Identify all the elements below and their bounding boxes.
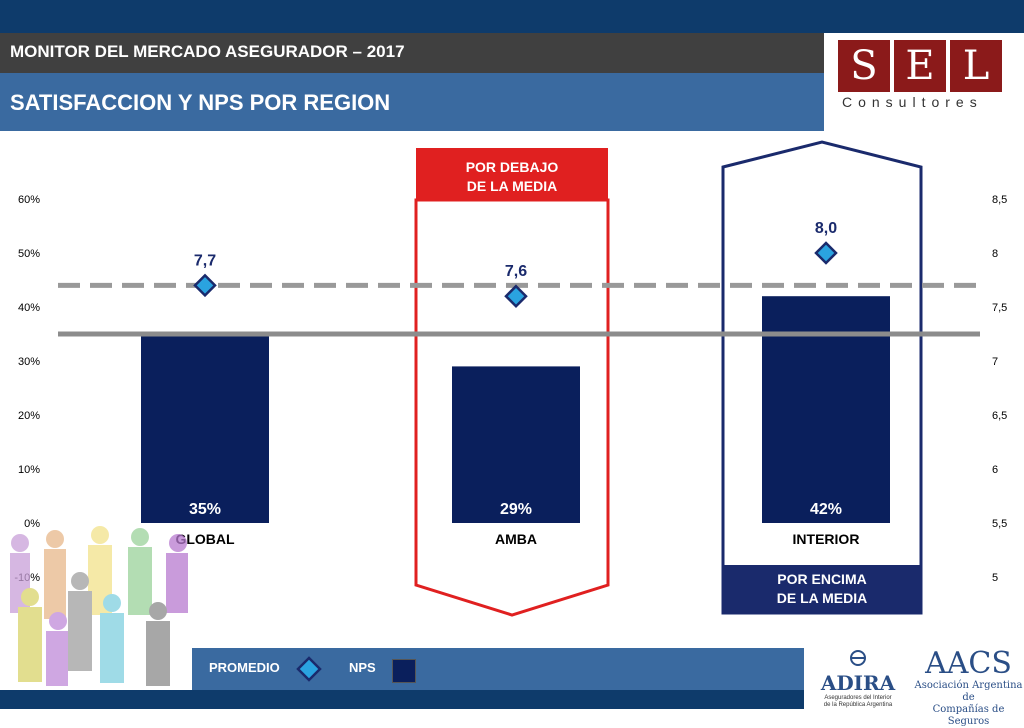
right-axis-tick-label: 8 <box>992 248 998 260</box>
above-callout-line2: DE LA MEDIA <box>777 590 867 606</box>
legend-promedio-label: PROMEDIO <box>209 660 280 675</box>
promedio-value-label: 8,0 <box>815 220 837 237</box>
people-illustration <box>0 525 192 690</box>
adira-tag-line1: Aseguradores del Interior <box>824 695 892 701</box>
page-title: SATISFACCION Y NPS POR REGION <box>10 90 391 115</box>
category-label: INTERIOR <box>793 531 860 547</box>
logo-letter: S <box>838 40 890 92</box>
promedio-value-label: 7,6 <box>505 263 527 280</box>
right-axis-tick-label: 6,5 <box>992 410 1007 422</box>
logo-letter: E <box>894 40 946 92</box>
title-band: SATISFACCION Y NPS POR REGION <box>0 73 824 131</box>
legend-bar <box>192 648 804 690</box>
below-callout-line2: DE LA MEDIA <box>467 178 557 194</box>
legend-nps-label: NPS <box>349 660 376 675</box>
below-callout-line1: POR DEBAJO <box>466 159 559 175</box>
promedio-marker <box>504 284 528 308</box>
below-callout-header <box>416 148 608 201</box>
promedio-marker <box>193 273 217 298</box>
right-axis-tick-label: 8,5 <box>992 194 1007 206</box>
category-label: AMBA <box>495 531 537 547</box>
right-axis-tick-label: 7,5 <box>992 302 1007 314</box>
nps-chart: POR DEBAJO DE LA MEDIA POR ENCIMA DE LA … <box>14 140 1007 617</box>
above-callout-line1: POR ENCIMA <box>777 571 866 587</box>
left-axis-tick-label: 60% <box>18 194 40 206</box>
logo-letter: L <box>950 40 1002 92</box>
adira-emblem-icon <box>850 650 866 666</box>
adira-name: ADIRA <box>820 671 896 695</box>
left-axis-tick-label: 10% <box>18 464 40 476</box>
people-icon <box>10 526 188 686</box>
logo-subtitle: Consultores <box>842 94 983 110</box>
right-axis-tick-label: 6 <box>992 464 998 476</box>
left-axis-tick-label: 20% <box>18 410 40 422</box>
adira-logo: ADIRA Aseguradores del Interior de la Re… <box>818 650 898 709</box>
report-subtitle: MONITOR DEL MERCADO ASEGURADOR – 2017 <box>10 42 405 61</box>
aacs-name: AACS <box>925 646 1012 681</box>
right-axis-tick-label: 5 <box>992 572 998 584</box>
nps-bar-label: 29% <box>500 501 532 518</box>
aacs-tag-line2: Compañías de Seguros <box>932 704 1005 727</box>
nps-bar-label: 35% <box>189 501 221 518</box>
bottom-strip <box>0 690 804 709</box>
nps-bar-label: 42% <box>810 501 842 518</box>
adira-tag-line2: de la República Argentina <box>823 702 893 708</box>
right-axis-tick-label: 7 <box>992 356 998 368</box>
top-bar <box>0 0 1024 33</box>
aacs-logo: AACS Asociación Argentina de Compañías d… <box>913 648 1024 728</box>
left-axis-tick-label: 30% <box>18 356 40 368</box>
left-axis-tick-label: 50% <box>18 248 40 260</box>
nps-bar <box>452 366 580 523</box>
legend-nps-swatch <box>392 659 416 683</box>
promedio-value-label: 7,7 <box>194 252 216 269</box>
promedio-marker <box>814 241 838 265</box>
subtitle-band: MONITOR DEL MERCADO ASEGURADOR – 2017 <box>0 33 824 73</box>
left-axis-tick-label: 0% <box>24 518 40 530</box>
category-label: GLOBAL <box>175 531 235 547</box>
above-callout-footer <box>723 565 921 613</box>
nps-bar <box>762 296 890 523</box>
aacs-tag-line1: Asociación Argentina de <box>914 680 1023 703</box>
nps-bar <box>141 334 269 523</box>
sel-logo: S E L Consultores <box>838 40 1008 115</box>
left-axis-tick-label: 40% <box>18 302 40 314</box>
legend-promedio-marker <box>296 656 322 682</box>
right-axis-tick-label: 5,5 <box>992 518 1007 530</box>
